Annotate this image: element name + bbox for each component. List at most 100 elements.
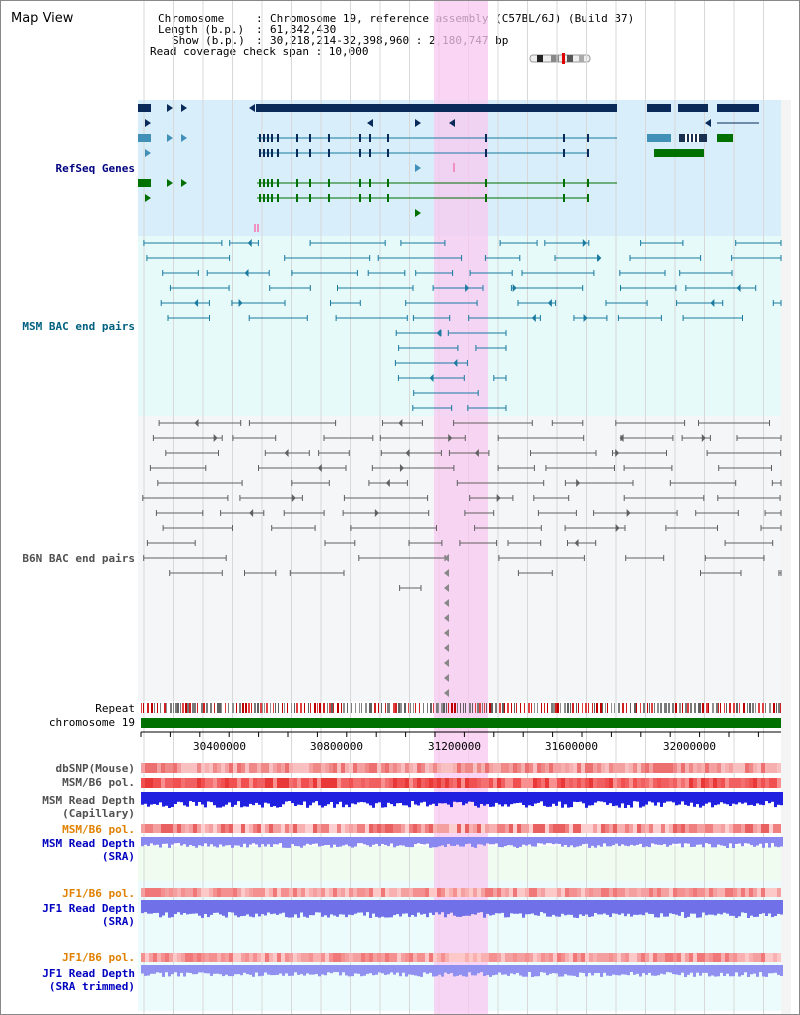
repeat-mark: [657, 703, 659, 713]
msm-b6-pol-2-cell: [253, 824, 257, 833]
track-label-jf1-depth-sub: (SRA): [101, 915, 135, 928]
dbsnp-cell: [657, 763, 661, 773]
msm-depth-sra-bar: [369, 837, 372, 847]
jf1-b6-pol-cell: [605, 888, 609, 897]
repeat-mark: [296, 703, 298, 713]
msm-depth-capillary-bar: [504, 792, 507, 805]
dbsnp-cell: [265, 763, 269, 773]
dbsnp-cell: [433, 763, 437, 773]
dbsnp-cell: [561, 763, 565, 773]
jf1-b6-pol-cell: [513, 888, 517, 897]
jf1-depth-bar: [498, 900, 501, 914]
jf1-depth-bar: [633, 900, 636, 915]
dbsnp-cell: [529, 763, 533, 773]
track-label-msm-depth-capillary[interactable]: MSM Read Depth: [42, 794, 135, 807]
msm-b6-pol-cell: [553, 778, 557, 788]
jf1-b6-pol-cell: [653, 888, 657, 897]
track-label-jf1-b6-pol[interactable]: JF1/B6 pol.: [62, 887, 135, 900]
repeat-mark: [514, 703, 515, 713]
jf1-depth-trimmed-bar: [672, 965, 675, 975]
track-label-msm-b6-pol-2[interactable]: MSM/B6 pol.: [62, 823, 135, 836]
jf1-depth-trimmed-bar: [309, 965, 312, 975]
track-label-b6n-bac[interactable]: B6N BAC end pairs: [22, 552, 135, 565]
track-label-msm-bac[interactable]: MSM BAC end pairs: [22, 320, 135, 333]
dbsnp-cell: [465, 763, 469, 773]
msm-b6-pol-cell: [597, 778, 601, 788]
exon-tick: [328, 194, 330, 202]
jf1-depth-bar: [678, 900, 681, 916]
jf1-depth-trimmed-bar: [543, 965, 546, 973]
track-label-msm-depth-sra[interactable]: MSM Read Depth: [42, 837, 135, 850]
dbsnp-cell: [321, 763, 325, 773]
msm-depth-sra-bar: [504, 837, 507, 846]
repeat-mark: [516, 703, 517, 713]
jf1-depth-bar: [738, 900, 741, 917]
msm-b6-pol-cell: [769, 778, 773, 788]
msm-depth-capillary-bar: [549, 792, 552, 807]
jf1-b6-pol-cell: [269, 888, 273, 897]
repeat-mark: [537, 703, 538, 713]
jf1-b6-pol-cell: [309, 888, 313, 897]
msm-depth-capillary-bar: [510, 792, 513, 805]
jf1-b6-pol-cell: [501, 888, 505, 897]
jf1-b6-pol-2-cell: [713, 953, 717, 962]
msm-b6-pol-2-cell: [297, 824, 301, 833]
msm-b6-pol-2-cell: [357, 824, 361, 833]
jf1-depth-bar: [597, 900, 600, 915]
msm-b6-pol-cell: [397, 778, 401, 788]
track-label-refseq[interactable]: RefSeq Genes: [55, 162, 135, 175]
jf1-depth-trimmed-bar: [408, 965, 411, 975]
b6n-stack-arrow: [444, 659, 449, 667]
msm-depth-capillary-bar: [555, 792, 558, 806]
chromosome-ideogram[interactable]: [529, 53, 593, 65]
msm-b6-pol-2-cell: [169, 824, 173, 833]
msm-b6-pol-cell: [373, 778, 377, 788]
msm-depth-sra-bar: [645, 837, 648, 847]
repeat-mark: [647, 703, 648, 713]
dbsnp-cell: [461, 763, 465, 773]
jf1-b6-pol-2-cell: [473, 953, 477, 962]
msm-depth-sra-bar: [195, 837, 198, 848]
jf1-b6-pol-2-cell: [593, 953, 597, 962]
msm-b6-pol-2-cell: [457, 824, 461, 833]
msm-depth-sra-bar: [264, 837, 267, 847]
jf1-depth-trimmed-bar: [597, 965, 600, 973]
jf1-depth-bar: [591, 900, 594, 917]
msm-b6-pol-2-cell: [217, 824, 221, 833]
msm-b6-pol-cell: [625, 778, 629, 788]
msm-b6-pol-2-cell: [401, 824, 405, 833]
jf1-b6-pol-cell: [317, 888, 321, 897]
msm-depth-capillary-bar: [174, 792, 177, 804]
msm-depth-sra-bar: [723, 837, 726, 846]
msm-b6-pol-cell: [517, 778, 521, 788]
jf1-depth-bar: [516, 900, 519, 914]
jf1-depth-bar: [468, 900, 471, 916]
page-title: Map View: [11, 11, 74, 26]
dbsnp-cell: [525, 763, 529, 773]
msm-depth-capillary-bar: [507, 792, 510, 807]
msm-b6-pol-cell: [469, 778, 473, 788]
dbsnp-cell: [273, 763, 277, 773]
gene-arrow: [181, 134, 187, 142]
jf1-depth-bar: [708, 900, 711, 915]
msm-b6-pol-cell: [629, 778, 633, 788]
repeat-mark: [520, 703, 521, 713]
jf1-depth-bar: [276, 900, 279, 915]
msm-b6-pol-cell: [425, 778, 429, 788]
jf1-depth-bar: [576, 900, 579, 918]
track-label-jf1-depth[interactable]: JF1 Read Depth: [42, 902, 135, 915]
jf1-depth-trimmed-bar: [630, 965, 633, 972]
jf1-depth-trimmed-bar: [642, 965, 645, 974]
track-label-jf1-depth-trimmed[interactable]: JF1 Read Depth: [42, 967, 135, 980]
repeat-mark: [773, 703, 775, 713]
msm-depth-sra-bar: [681, 837, 684, 848]
track-label-jf1-b6-pol-2[interactable]: JF1/B6 pol.: [62, 951, 135, 964]
jf1-depth-trimmed-bar: [147, 965, 150, 976]
track-label-msm-b6-pol[interactable]: MSM/B6 pol.: [62, 776, 135, 789]
exon-tick: [267, 194, 269, 202]
msm-depth-capillary-bar: [279, 792, 282, 807]
msm-depth-sra-bar: [312, 837, 315, 844]
track-label-dbsnp[interactable]: dbSNP(Mouse): [55, 762, 135, 775]
msm-depth-capillary-bar: [171, 792, 174, 807]
msm-depth-capillary-bar: [531, 792, 534, 807]
